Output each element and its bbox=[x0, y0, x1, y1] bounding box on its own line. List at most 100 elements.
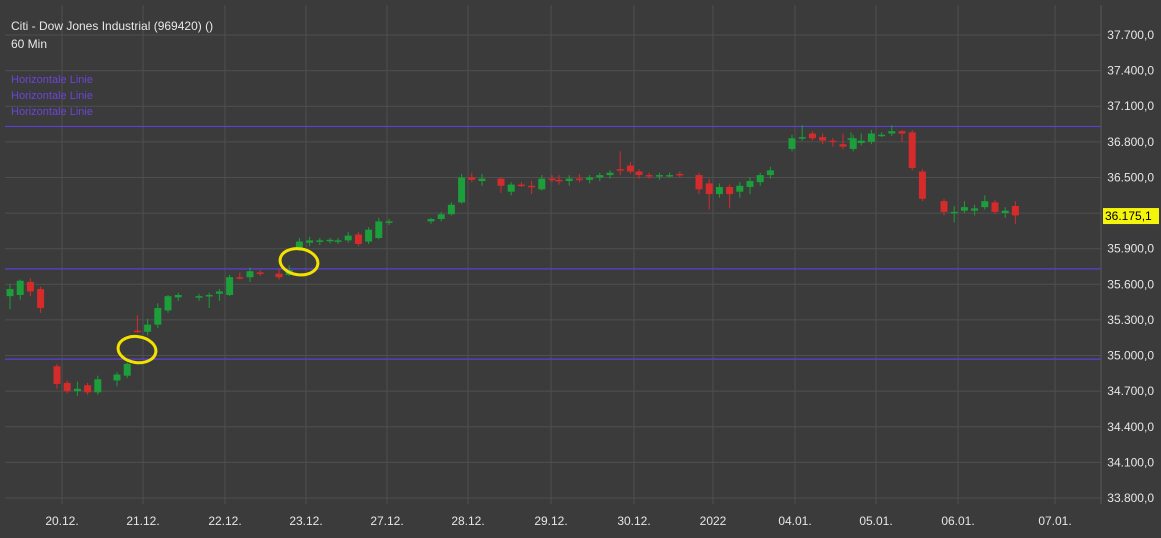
candle bbox=[326, 238, 334, 244]
candle-body-up bbox=[857, 140, 865, 144]
candle-body-up bbox=[586, 177, 594, 180]
candle-body-up bbox=[847, 138, 855, 140]
candle-body-down bbox=[695, 175, 703, 190]
candle bbox=[1011, 201, 1019, 224]
candle-body-up bbox=[113, 374, 121, 381]
y-tick-label: 34.700,0 bbox=[1107, 384, 1154, 398]
candle bbox=[507, 182, 515, 196]
candle bbox=[16, 279, 24, 300]
candle-body-up bbox=[788, 138, 796, 149]
candle bbox=[427, 217, 435, 224]
hline-label-1: Horizontale Linie bbox=[11, 74, 93, 86]
candle-body-down bbox=[468, 177, 476, 180]
candle bbox=[53, 363, 61, 389]
candle-body-up bbox=[16, 280, 24, 295]
candle bbox=[528, 181, 536, 195]
candle bbox=[375, 217, 383, 240]
candle-body-up bbox=[154, 308, 162, 325]
x-tick-label: 07.01. bbox=[1038, 514, 1071, 528]
candle bbox=[6, 284, 14, 310]
x-tick-label: 30.12. bbox=[617, 514, 650, 528]
candle bbox=[991, 200, 999, 215]
candle bbox=[606, 170, 614, 179]
candle-body-down bbox=[626, 165, 634, 172]
x-tick-label: 05.01. bbox=[859, 514, 892, 528]
candle bbox=[133, 315, 141, 333]
candle bbox=[354, 232, 362, 247]
candle bbox=[655, 172, 663, 180]
candle bbox=[849, 134, 857, 152]
hline-label-2: Horizontale Linie bbox=[11, 90, 93, 102]
candle bbox=[829, 138, 837, 147]
candle bbox=[940, 198, 948, 216]
y-tick-label: 36.800,0 bbox=[1107, 135, 1154, 149]
candle-body-up bbox=[538, 178, 546, 190]
candle bbox=[1001, 207, 1009, 218]
hline-label-3: Horizontale Linie bbox=[11, 106, 93, 118]
y-tick-label: 35.600,0 bbox=[1107, 277, 1154, 291]
candle bbox=[195, 293, 203, 301]
candle bbox=[971, 204, 979, 216]
x-tick-label: 04.01. bbox=[778, 514, 811, 528]
x-tick-label: 2022 bbox=[700, 514, 727, 528]
candle bbox=[246, 267, 254, 282]
candle-body-down bbox=[635, 171, 643, 176]
candle-body-up bbox=[849, 138, 857, 149]
candle-body-up bbox=[94, 379, 102, 393]
y-tick-label: 34.100,0 bbox=[1107, 455, 1154, 469]
candle bbox=[819, 133, 827, 145]
candle-body-down bbox=[548, 178, 556, 181]
x-tick-label: 06.01. bbox=[941, 514, 974, 528]
candle-body-up bbox=[447, 204, 455, 215]
candle-body-up bbox=[174, 294, 182, 298]
last-price-marker: 36.175,1 bbox=[1103, 208, 1159, 225]
annotations-layer bbox=[116, 247, 320, 365]
candle-body-down bbox=[354, 234, 362, 244]
candle-body-down bbox=[555, 179, 563, 182]
candle-body-down bbox=[575, 178, 583, 181]
candle bbox=[847, 132, 855, 142]
candle bbox=[215, 289, 223, 301]
candle-body-down bbox=[236, 277, 244, 279]
candle bbox=[596, 172, 604, 182]
last-price-badge bbox=[1103, 208, 1159, 225]
candle-body-down bbox=[84, 385, 92, 393]
candle bbox=[205, 292, 213, 309]
candle-body-up bbox=[385, 221, 393, 223]
candle bbox=[565, 175, 573, 186]
candle bbox=[857, 133, 865, 146]
candle-body-down bbox=[133, 330, 141, 333]
annotation-circle-1 bbox=[116, 334, 158, 365]
candle-body-up bbox=[334, 240, 342, 242]
candle bbox=[766, 166, 774, 179]
candle bbox=[908, 129, 916, 171]
candle-body-down bbox=[898, 131, 906, 134]
candle-body-up bbox=[981, 201, 989, 208]
candle bbox=[798, 125, 806, 141]
y-tick-label: 37.700,0 bbox=[1107, 28, 1154, 42]
y-tick-label: 35.000,0 bbox=[1107, 349, 1154, 363]
candle-body-up bbox=[458, 177, 466, 203]
candle-body-up bbox=[205, 294, 213, 297]
horizontal-line-labels: Horizontale Linie Horizontale Linie Hori… bbox=[11, 74, 93, 118]
candle bbox=[626, 162, 634, 174]
candle-body-up bbox=[123, 363, 131, 376]
candle bbox=[478, 173, 486, 186]
candle-body-up bbox=[971, 208, 979, 211]
x-tick-label: 20.12. bbox=[45, 514, 78, 528]
candle bbox=[839, 133, 847, 149]
candle bbox=[616, 151, 624, 176]
candle-body-up bbox=[316, 240, 324, 242]
candle-body-down bbox=[256, 272, 264, 274]
candle-body-up bbox=[878, 134, 886, 137]
x-tick-label: 23.12. bbox=[289, 514, 322, 528]
grid-layer bbox=[5, 5, 1102, 504]
candle bbox=[666, 172, 674, 178]
candle-body-up bbox=[365, 229, 373, 242]
candle-body-up bbox=[606, 172, 614, 176]
candle-body-down bbox=[63, 382, 71, 392]
candle-body-up bbox=[427, 219, 435, 222]
